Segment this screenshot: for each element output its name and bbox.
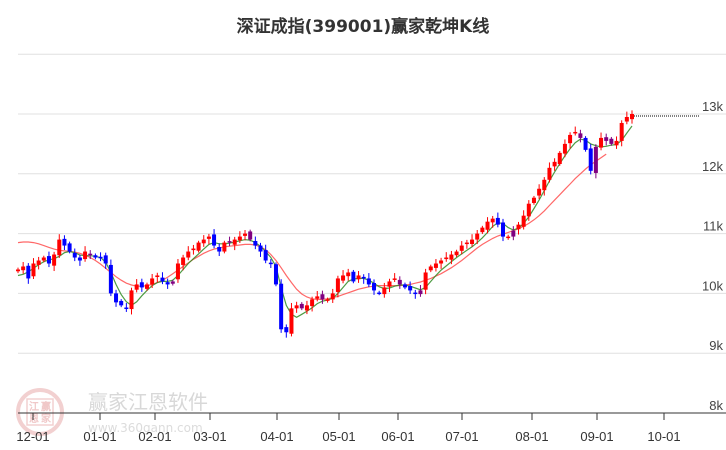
x-tick-label: 05-01 — [322, 429, 355, 444]
watermark: 江 赢 恩 家 赢家江恩软件 www.360gann.com — [16, 388, 208, 436]
grid-lines — [18, 53, 726, 354]
y-tick-label: 12k — [702, 159, 723, 174]
candlesticks — [16, 110, 634, 338]
x-tick-label: 12-01 — [16, 429, 49, 444]
y-tick-label: 8k — [709, 398, 723, 413]
y-tick-label: 10k — [702, 278, 723, 293]
svg-text:家: 家 — [41, 412, 52, 425]
y-tick-label: 11k — [703, 219, 723, 234]
x-tick-label: 06-01 — [381, 429, 414, 444]
x-tick-label: 07-01 — [445, 429, 478, 444]
y-tick-label: 13k — [702, 99, 723, 114]
x-tick-label: 03-01 — [193, 429, 226, 444]
x-tick-label: 02-01 — [138, 429, 171, 444]
x-tick-label: 08-01 — [515, 429, 548, 444]
x-tick-label: 10-01 — [647, 429, 680, 444]
x-tick-label: 01-01 — [83, 429, 116, 444]
y-tick-label: 9k — [709, 338, 723, 353]
x-axis: 12-01 01-01 02-01 03-01 04-01 05-01 06-01 07-01… — [16, 412, 726, 444]
y-axis: 8k 9k 10k 11k 12k 13k — [702, 99, 723, 413]
watermark-brand: 赢家江恩软件 — [88, 390, 208, 414]
svg-text:江: 江 — [29, 400, 39, 413]
chart-title: 深证成指(399001)赢家乾坤K线 — [236, 17, 490, 37]
watermark-seal-icon — [16, 388, 64, 436]
svg-text:恩: 恩 — [29, 413, 39, 425]
x-tick-label: 04-01 — [260, 429, 293, 444]
x-tick-label: 09-01 — [580, 429, 613, 444]
watermark-url: www.360gann.com — [88, 421, 203, 435]
svg-text:赢: 赢 — [41, 400, 51, 413]
